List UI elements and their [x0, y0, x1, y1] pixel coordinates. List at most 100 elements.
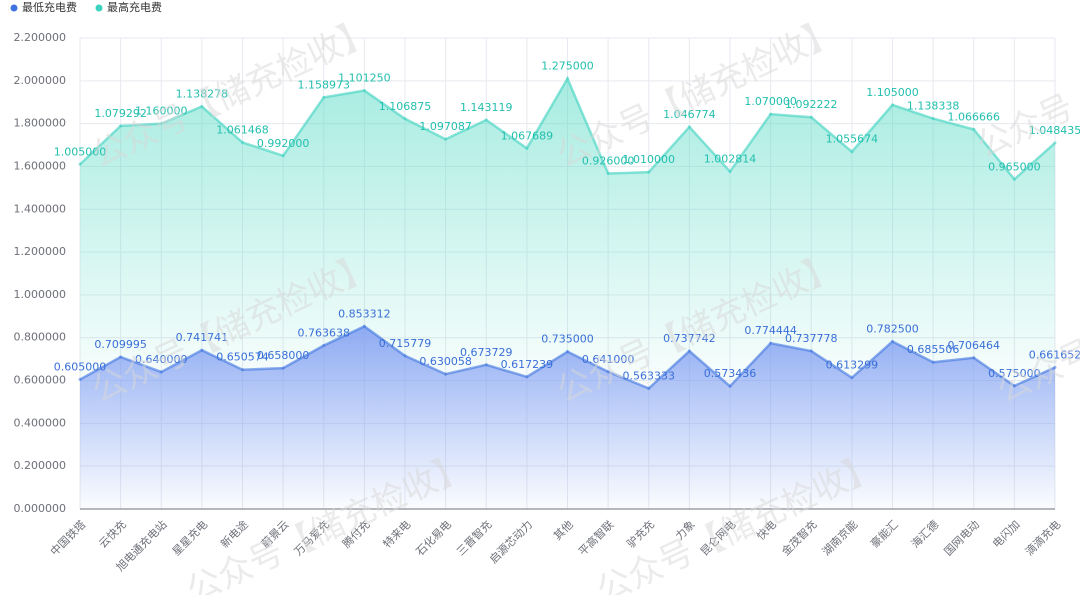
data-label: 0.641000	[582, 353, 635, 366]
x-tick-label: 湖南京能	[819, 517, 860, 558]
data-point	[891, 103, 894, 107]
x-tick-label: 豪能汇	[868, 517, 901, 550]
data-label: 0.630058	[419, 355, 472, 368]
legend-marker	[10, 4, 18, 12]
data-point	[200, 348, 204, 352]
data-label: 0.613299	[826, 359, 879, 372]
data-point	[606, 172, 610, 176]
x-tick-label: 滴滴充电	[1022, 517, 1063, 558]
data-label: 1.097087	[419, 120, 472, 133]
data-label: 0.661652	[1029, 348, 1080, 361]
x-tick-label: 启源芯动力	[486, 517, 535, 566]
x-tick-label: 中国铁塔	[48, 518, 88, 558]
data-label: 0.715779	[379, 337, 432, 350]
data-label: 0.673729	[460, 346, 513, 359]
data-point	[809, 349, 813, 353]
y-tick-label: 0.400000	[14, 416, 67, 429]
data-point	[159, 370, 163, 374]
data-label: 1.061468	[216, 123, 269, 136]
data-label: 0.706464	[948, 339, 1001, 352]
watermark: 公众号【储充检收】	[971, 1, 1080, 167]
data-label: 1.105000	[866, 86, 919, 99]
data-label: 1.010000	[623, 153, 676, 166]
data-label: 0.965000	[988, 160, 1041, 173]
data-label: 1.067689	[501, 129, 554, 142]
data-label: 0.926000	[582, 155, 635, 168]
data-point	[728, 170, 732, 174]
data-point	[281, 154, 285, 158]
legend-label: 最高充电费	[107, 0, 162, 14]
data-point	[78, 162, 82, 166]
x-tick-label: 三晋智充	[453, 517, 494, 558]
data-label: 1.055674	[826, 133, 879, 146]
data-label: 1.143119	[460, 101, 513, 114]
data-point	[525, 375, 529, 379]
data-point	[891, 339, 894, 343]
y-tick-label: 0.200000	[14, 459, 67, 472]
data-label: 1.048435	[1029, 124, 1080, 137]
data-point	[850, 376, 854, 380]
data-point	[931, 360, 935, 364]
data-label: 0.782500	[866, 322, 919, 335]
data-label: 0.774444	[744, 324, 797, 337]
data-point	[362, 89, 366, 93]
data-label: 1.079292	[94, 107, 147, 120]
legend-label: 最低充电费	[22, 0, 77, 14]
area	[80, 326, 1055, 509]
data-point	[566, 350, 569, 354]
data-label: 0.737778	[785, 332, 838, 345]
data-label: 1.092222	[785, 98, 838, 111]
data-label: 1.002814	[704, 153, 757, 166]
data-point	[403, 354, 407, 358]
data-label: 0.735000	[541, 333, 594, 346]
data-label: 1.066666	[948, 110, 1001, 123]
data-point	[647, 386, 651, 390]
data-label: 0.573436	[704, 367, 757, 380]
data-point	[281, 366, 285, 370]
data-point	[241, 140, 244, 144]
y-tick-label: 1.000000	[14, 288, 67, 301]
data-point	[362, 324, 366, 328]
y-tick-label: 1.400000	[14, 202, 67, 215]
y-tick-label: 1.800000	[14, 117, 67, 130]
data-point	[850, 150, 854, 154]
data-point	[484, 363, 488, 367]
data-point	[241, 368, 244, 372]
data-point	[200, 105, 204, 109]
data-label: 0.640000	[135, 353, 188, 366]
x-tick-label: 云快充	[96, 517, 129, 550]
data-label: 0.605000	[54, 360, 107, 373]
data-label: 1.138338	[907, 100, 960, 113]
data-point	[403, 117, 407, 121]
data-label: 0.563333	[623, 369, 676, 382]
data-point	[444, 137, 448, 141]
x-tick-label: 海汇德	[908, 517, 941, 550]
data-point	[1053, 141, 1057, 145]
data-label: 0.658000	[257, 349, 310, 362]
data-label: 0.853312	[338, 307, 391, 320]
data-label: 1.106875	[379, 100, 432, 113]
y-tick-label: 0.800000	[14, 331, 67, 344]
y-tick-label: 2.000000	[14, 74, 67, 87]
data-point	[525, 146, 529, 150]
data-label: 0.763638	[298, 327, 351, 340]
area	[80, 78, 1055, 389]
y-tick-label: 1.600000	[14, 159, 67, 172]
data-point	[322, 95, 326, 99]
y-tick-label: 1.200000	[14, 245, 67, 258]
x-tick-label: 石化易电	[413, 517, 454, 558]
data-point	[972, 127, 976, 131]
data-label: 0.737742	[663, 332, 716, 345]
data-point	[647, 170, 651, 174]
data-label: 0.709995	[94, 338, 147, 351]
x-tick-label: 其他	[551, 518, 576, 543]
data-label: 0.685506	[907, 343, 960, 356]
data-point	[687, 125, 691, 129]
y-tick-label: 0.600000	[14, 374, 67, 387]
data-point	[809, 115, 813, 119]
data-label: 1.101250	[338, 72, 391, 85]
y-tick-label: 2.200000	[14, 31, 67, 44]
data-point	[566, 77, 569, 81]
data-label: 0.741741	[176, 331, 229, 344]
